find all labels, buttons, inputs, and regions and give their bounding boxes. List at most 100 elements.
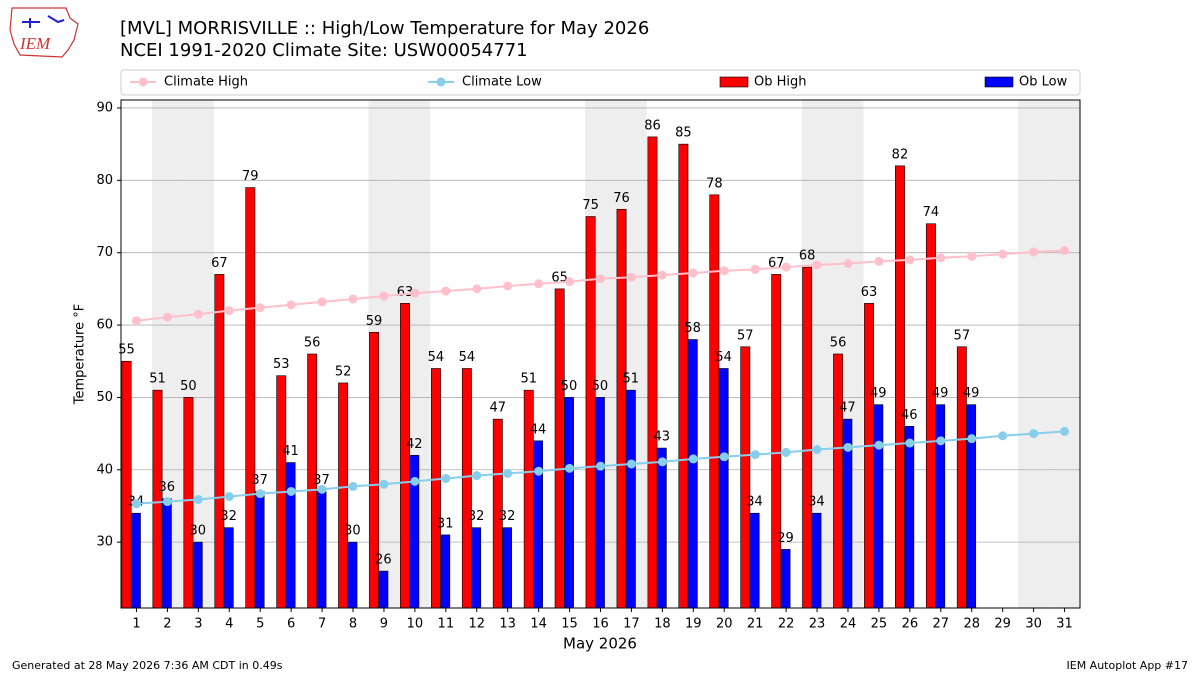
line-marker <box>472 471 482 481</box>
value-label: 79 <box>242 169 259 184</box>
value-label: 34 <box>746 495 763 510</box>
line-marker <box>967 434 977 444</box>
line-marker <box>657 270 667 280</box>
bar <box>833 353 844 609</box>
legend-swatch-marker <box>138 77 148 87</box>
value-label: 63 <box>861 285 878 300</box>
line-marker <box>255 489 265 499</box>
bar <box>718 368 729 609</box>
value-label: 49 <box>963 386 980 401</box>
line-marker <box>843 259 853 269</box>
value-label: 54 <box>715 350 732 365</box>
logo-text: IEM <box>19 34 51 53</box>
bar <box>161 498 172 609</box>
value-label: 76 <box>613 191 630 206</box>
value-label: 30 <box>189 524 206 539</box>
y-tick-label: 50 <box>96 390 113 405</box>
line-marker <box>874 256 884 266</box>
x-tick-label: 24 <box>840 617 857 632</box>
legend-label: Ob High <box>754 75 807 90</box>
x-tick-label: 4 <box>225 617 233 632</box>
value-label: 34 <box>808 495 825 510</box>
line-marker <box>286 300 296 310</box>
bar <box>152 389 163 609</box>
weekend-shade <box>1018 100 1050 608</box>
line-marker <box>410 288 420 298</box>
value-label: 47 <box>839 401 856 416</box>
value-label: 32 <box>220 509 237 524</box>
x-tick-label: 22 <box>778 617 795 632</box>
legend-label: Climate Low <box>462 75 542 90</box>
bar <box>780 549 791 609</box>
chart-title: [MVL] MORRISVILLE :: High/Low Temperatur… <box>120 18 649 39</box>
line-marker <box>441 473 451 483</box>
value-label: 51 <box>623 372 640 387</box>
line-marker <box>534 466 544 476</box>
x-tick-label: 12 <box>468 617 485 632</box>
line-marker <box>719 266 729 276</box>
value-label: 37 <box>313 473 330 488</box>
bar <box>585 216 596 609</box>
bar <box>656 447 667 609</box>
value-label: 53 <box>273 357 290 372</box>
value-label: 55 <box>118 343 135 358</box>
line-marker <box>812 445 822 455</box>
y-tick-label: 80 <box>96 173 113 188</box>
bar <box>214 274 225 609</box>
value-label: 37 <box>251 473 268 488</box>
line-marker <box>317 297 327 307</box>
x-tick-label: 14 <box>530 617 547 632</box>
footer-left: Generated at 28 May 2026 7:36 AM CDT in … <box>12 659 283 672</box>
bar <box>873 404 884 609</box>
x-tick-label: 20 <box>716 617 733 632</box>
line-marker <box>317 484 327 494</box>
x-tick-label: 3 <box>194 617 202 632</box>
footer-right: IEM Autoplot App #17 <box>1067 659 1189 672</box>
value-label: 78 <box>706 176 723 191</box>
value-label: 68 <box>799 249 816 264</box>
bar <box>400 303 410 609</box>
line-marker <box>688 454 698 464</box>
bar <box>378 570 389 609</box>
line-marker <box>967 251 977 261</box>
bar <box>811 512 822 609</box>
x-tick-label: 5 <box>256 617 264 632</box>
x-tick-label: 23 <box>809 617 826 632</box>
bar <box>192 541 203 609</box>
value-label: 49 <box>870 386 887 401</box>
legend-label: Ob Low <box>1019 75 1068 90</box>
x-tick-label: 17 <box>623 617 640 632</box>
value-label: 86 <box>644 118 661 133</box>
value-label: 50 <box>180 379 197 394</box>
x-tick-label: 6 <box>287 617 295 632</box>
y-axis-label: Temperature °F <box>73 304 88 405</box>
bar <box>687 339 698 609</box>
bar <box>130 512 141 609</box>
bar <box>502 527 513 609</box>
value-label: 51 <box>520 372 537 387</box>
value-label: 47 <box>490 401 507 416</box>
legend-swatch-marker <box>436 77 446 87</box>
line-marker <box>193 309 203 319</box>
bar <box>183 397 194 609</box>
line-marker <box>503 281 513 291</box>
x-tick-label: 8 <box>349 617 357 632</box>
line-marker <box>843 442 853 452</box>
y-tick-label: 60 <box>96 318 113 333</box>
line-marker <box>193 494 203 504</box>
value-label: 30 <box>344 524 361 539</box>
bar <box>904 426 915 609</box>
line-marker <box>905 255 915 265</box>
bar <box>709 194 720 609</box>
line-marker <box>348 481 358 491</box>
x-tick-label: 10 <box>407 617 424 632</box>
line-marker <box>348 294 358 304</box>
x-tick-label: 9 <box>380 617 388 632</box>
legend-swatch <box>984 76 1014 88</box>
x-tick-label: 7 <box>318 617 326 632</box>
bar <box>223 527 234 609</box>
value-label: 46 <box>901 408 918 423</box>
line-marker <box>781 447 791 457</box>
bar <box>564 397 574 609</box>
line-marker <box>781 262 791 272</box>
